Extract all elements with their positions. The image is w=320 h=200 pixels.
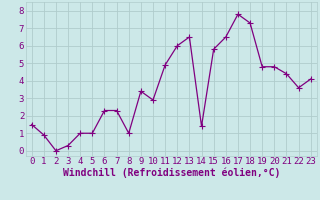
X-axis label: Windchill (Refroidissement éolien,°C): Windchill (Refroidissement éolien,°C) bbox=[62, 168, 280, 178]
